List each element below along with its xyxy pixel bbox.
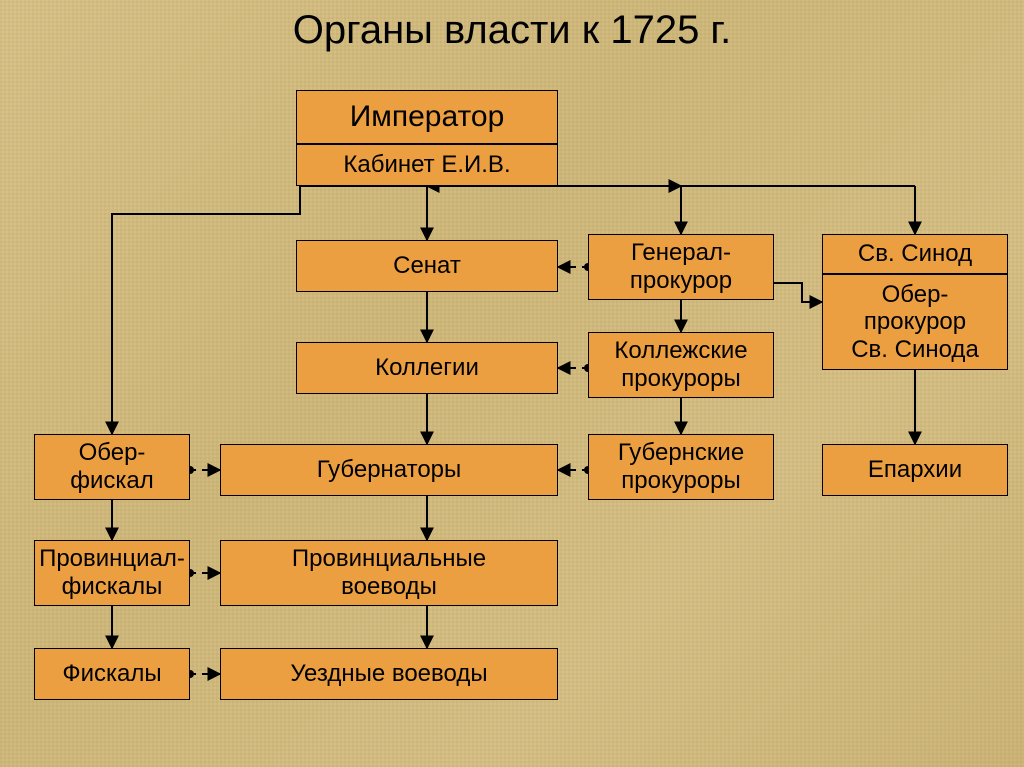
node-label: Коллежскиепрокуроры xyxy=(614,337,747,392)
node-cabinet: Кабинет Е.И.В. xyxy=(296,144,558,186)
node-gubproc: Губернскиепрокуроры xyxy=(588,434,774,500)
node-genproc: Генерал-прокурор xyxy=(588,234,774,300)
node-collegia: Коллегии xyxy=(296,342,558,394)
node-label: Кабинет Е.И.В. xyxy=(343,151,510,179)
node-oberproc: Обер-прокурорСв. Синода xyxy=(822,274,1008,370)
node-label: Обер-фискал xyxy=(70,439,154,494)
page-title: Органы власти к 1725 г. xyxy=(0,8,1024,53)
node-label: Сенат xyxy=(393,252,461,280)
node-oberfiscal: Обер-фискал xyxy=(34,434,190,500)
node-governors: Губернаторы xyxy=(220,444,558,496)
node-label: Св. Синод xyxy=(858,240,972,268)
node-provvoevody: Провинциальныевоеводы xyxy=(220,540,558,606)
node-label: Генерал-прокурор xyxy=(630,239,732,294)
node-uezdvoevody: Уездные воеводы xyxy=(220,648,558,700)
node-label: Провинциальныевоеводы xyxy=(292,545,486,600)
node-label: Епархии xyxy=(868,456,962,484)
node-provfiscal: Провинциал-фискалы xyxy=(34,540,190,606)
node-fiscals: Фискалы xyxy=(34,648,190,700)
node-label: Коллегии xyxy=(375,354,479,382)
node-label: Обер-прокурорСв. Синода xyxy=(851,281,979,364)
node-label: Фискалы xyxy=(62,660,161,688)
node-senate: Сенат xyxy=(296,240,558,292)
node-emperor: Император xyxy=(296,90,558,144)
node-label: Провинциал-фискалы xyxy=(39,545,185,600)
node-eparchies: Епархии xyxy=(822,444,1008,496)
node-label: Император xyxy=(350,100,505,135)
node-collproc: Коллежскиепрокуроры xyxy=(588,332,774,398)
node-label: Уездные воеводы xyxy=(290,660,487,688)
node-label: Губернскиепрокуроры xyxy=(618,439,744,494)
node-label: Губернаторы xyxy=(317,456,462,484)
node-synod: Св. Синод xyxy=(822,234,1008,274)
